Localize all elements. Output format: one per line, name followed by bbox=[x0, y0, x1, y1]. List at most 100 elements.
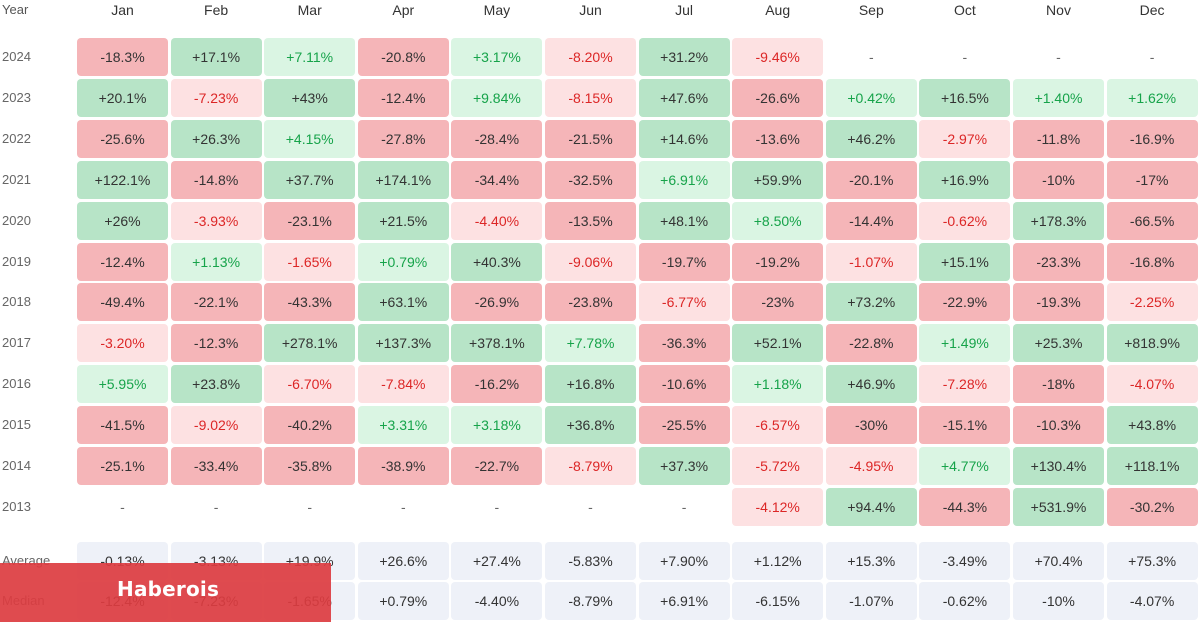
month-header-nov: Nov bbox=[1046, 2, 1071, 18]
heatmap-cell: -7.28% bbox=[919, 365, 1011, 404]
heatmap-cell: +137.3% bbox=[357, 324, 449, 363]
heatmap-cell: - bbox=[588, 498, 593, 515]
month-header-aug: Aug bbox=[765, 2, 791, 18]
heatmap-cell: +9.84% bbox=[451, 78, 543, 117]
heatmap-cell: -9.46% bbox=[732, 38, 824, 76]
heatmap-cell: +43% bbox=[264, 78, 356, 117]
heatmap-cell: -14.8% bbox=[170, 160, 262, 199]
summary-cell: -10% bbox=[1013, 582, 1104, 620]
heatmap-cell: -9.06% bbox=[545, 242, 636, 281]
heatmap-cell: +3.17% bbox=[451, 38, 543, 76]
heatmap-cell: +20.1% bbox=[77, 78, 168, 117]
heatmap-cell: -3.93% bbox=[170, 201, 262, 240]
heatmap-cell: -25.1% bbox=[77, 447, 168, 485]
heatmap-cell: +37.7% bbox=[264, 160, 356, 199]
heatmap-cell: +31.2% bbox=[638, 38, 730, 76]
heatmap-cell: -5.72% bbox=[732, 447, 824, 485]
heatmap-cell: -22.9% bbox=[919, 283, 1011, 322]
heatmap-cell: -20.8% bbox=[357, 38, 449, 76]
heatmap-cell: -2.25% bbox=[1106, 283, 1198, 322]
heatmap-cell: +378.1% bbox=[451, 324, 543, 363]
year-label: 2020 bbox=[2, 212, 31, 228]
heatmap-cell: +40.3% bbox=[451, 242, 543, 281]
heatmap-cell: -12.3% bbox=[170, 324, 262, 363]
heatmap-cell: +1.62% bbox=[1106, 78, 1198, 117]
heatmap-cell: -6.70% bbox=[264, 365, 356, 404]
summary-cell: +7.90% bbox=[638, 542, 730, 580]
watermark-banner: Haberois bbox=[0, 563, 331, 622]
heatmap-cell: - bbox=[1056, 49, 1061, 65]
heatmap-cell: -1.07% bbox=[825, 242, 917, 281]
heatmap-cell: -19.7% bbox=[638, 242, 730, 281]
heatmap-cell: -8.20% bbox=[545, 38, 636, 76]
heatmap-cell: -12.4% bbox=[357, 78, 449, 117]
summary-cell: +26.6% bbox=[357, 542, 449, 580]
heatmap-cell: -41.5% bbox=[77, 406, 168, 445]
heatmap-cell: -12.4% bbox=[77, 242, 168, 281]
summary-cell: -8.79% bbox=[545, 582, 636, 620]
year-label: 2017 bbox=[2, 335, 31, 351]
heatmap-cell: +3.31% bbox=[357, 406, 449, 445]
heatmap-cell: -25.5% bbox=[638, 406, 730, 445]
heatmap-cell: -44.3% bbox=[919, 487, 1011, 526]
summary-cell: -0.62% bbox=[919, 582, 1011, 620]
heatmap-cell: - bbox=[962, 49, 968, 65]
heatmap-cell: - bbox=[1149, 49, 1155, 65]
month-header-dec: Dec bbox=[1139, 2, 1165, 18]
heatmap-cell: -4.12% bbox=[732, 487, 824, 526]
heatmap-cell: -23.8% bbox=[545, 283, 636, 322]
year-label: 2016 bbox=[2, 376, 31, 392]
heatmap-cell: +16.9% bbox=[919, 160, 1011, 199]
heatmap-cell: +7.78% bbox=[545, 324, 636, 363]
heatmap-cell: -23% bbox=[732, 283, 824, 322]
month-header-jun: Jun bbox=[579, 2, 602, 18]
heatmap-cell: -22.8% bbox=[825, 324, 917, 363]
month-header-oct: Oct bbox=[954, 2, 976, 18]
heatmap-cell: +43.8% bbox=[1106, 406, 1198, 445]
summary-cell: +27.4% bbox=[451, 542, 543, 580]
heatmap-cell: -8.15% bbox=[545, 78, 636, 117]
heatmap-cell: - bbox=[307, 498, 313, 515]
month-header-mar: Mar bbox=[297, 2, 322, 18]
heatmap-cell: +122.1% bbox=[77, 160, 168, 199]
year-label: 2014 bbox=[2, 458, 31, 473]
heatmap-cell: -35.8% bbox=[264, 447, 356, 485]
heatmap-cell: +130.4% bbox=[1013, 447, 1104, 485]
heatmap-cell: +17.1% bbox=[170, 38, 262, 76]
heatmap-cell: -1.65% bbox=[264, 242, 356, 281]
heatmap-cell: +4.77% bbox=[919, 447, 1011, 485]
heatmap-cell: +118.1% bbox=[1106, 447, 1198, 485]
heatmap-cell: - bbox=[213, 498, 219, 515]
heatmap-cell: +15.1% bbox=[919, 242, 1011, 281]
heatmap-cell: +26% bbox=[77, 201, 168, 240]
heatmap-cell: +36.8% bbox=[545, 406, 636, 445]
heatmap-cell: +73.2% bbox=[825, 283, 917, 322]
year-label: 2018 bbox=[2, 294, 31, 310]
heatmap-cell: -7.23% bbox=[170, 78, 262, 117]
heatmap-cell: -6.57% bbox=[732, 406, 824, 445]
year-label: 2015 bbox=[2, 417, 31, 433]
heatmap-cell: +21.5% bbox=[357, 201, 449, 240]
heatmap-cell: +6.91% bbox=[638, 160, 730, 199]
heatmap-cell: -10.3% bbox=[1013, 406, 1104, 445]
heatmap-cell: +0.42% bbox=[825, 78, 917, 117]
heatmap-cell: +1.49% bbox=[919, 324, 1011, 363]
heatmap-cell: -7.84% bbox=[357, 365, 449, 404]
year-label: 2023 bbox=[2, 89, 31, 105]
heatmap-cell: +14.6% bbox=[638, 119, 730, 158]
heatmap-cell: -10.6% bbox=[638, 365, 730, 404]
heatmap-cell: -19.2% bbox=[732, 242, 824, 281]
heatmap-cell: - bbox=[400, 498, 406, 515]
month-header-apr: Apr bbox=[392, 2, 415, 18]
heatmap-cell: -19.3% bbox=[1013, 283, 1104, 322]
summary-cell: +75.3% bbox=[1106, 542, 1198, 580]
heatmap-cell: +4.15% bbox=[264, 119, 356, 158]
heatmap-cell: +46.2% bbox=[825, 119, 917, 158]
heatmap-cell: +3.18% bbox=[451, 406, 543, 445]
heatmap-cell: -16.9% bbox=[1106, 119, 1198, 158]
year-column-header: Year bbox=[2, 2, 29, 17]
year-label: 2013 bbox=[2, 498, 31, 514]
heatmap-cell: +1.40% bbox=[1013, 78, 1104, 117]
heatmap-cell: +531.9% bbox=[1013, 487, 1104, 526]
heatmap-cell: -26.9% bbox=[451, 283, 543, 322]
